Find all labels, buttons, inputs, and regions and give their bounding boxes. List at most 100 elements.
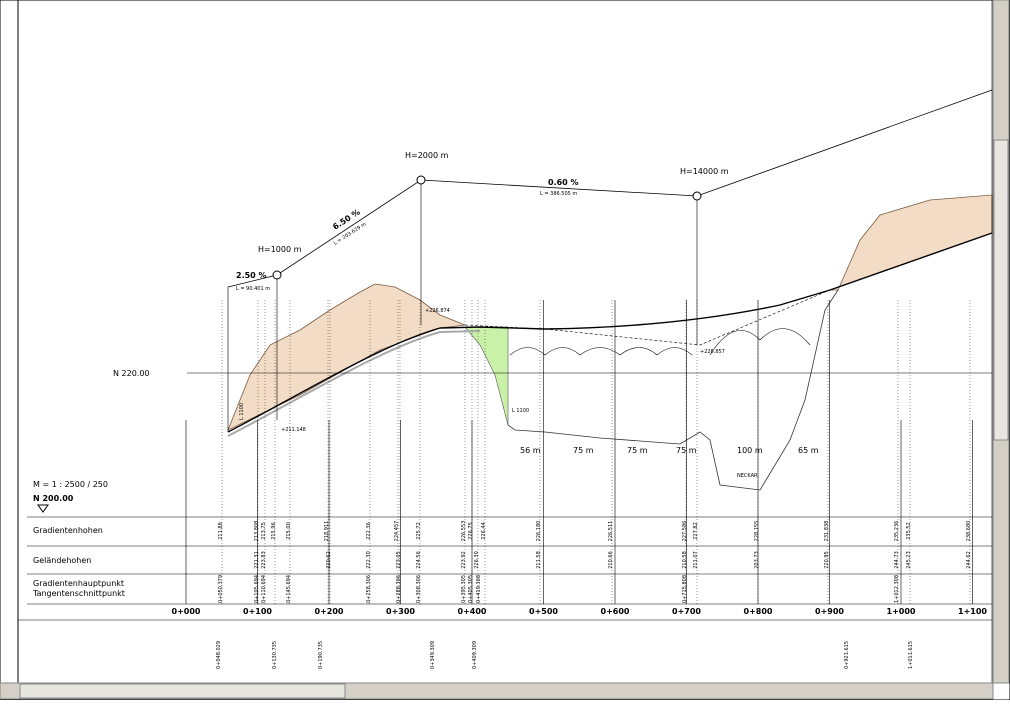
station-label: 1+100 [958,607,987,616]
grade-length: L = 386.505 m [540,191,577,197]
annotation: +211.148 [281,427,306,433]
table-value: 227.82 [693,522,699,540]
table-value: 0+405.305 [468,575,474,603]
span-label: 65 m [798,446,819,455]
table-value: 210.58 [682,551,688,569]
table-value: 223.05 [396,551,402,569]
curve-point [272,270,282,280]
table-value: 213.808 [254,521,260,542]
station-label: 0+500 [529,607,558,616]
annotation: L 1100 [512,408,529,414]
station-label: 0+200 [315,607,344,616]
grade-label: 2.50 % [236,271,267,280]
table-value: 213.75 [261,522,267,540]
table-value: 231.838 [824,521,830,542]
station-label: 1+000 [887,607,916,616]
table-value: 211.07 [693,551,699,569]
table-value: 0+050.379 [218,575,224,603]
table-value: 225.72 [416,522,422,540]
table-value: 215.00 [286,522,292,540]
table-value: 226.180 [536,521,542,542]
datum-marker [37,504,49,513]
curve-point [692,191,702,201]
curve-label: H=14000 m [680,167,729,176]
station-label: 0+800 [744,607,773,616]
datum-label: N 220.00 [113,369,150,378]
table-value: 0+190.735 [318,641,324,669]
table-value: 226.30 [474,551,480,569]
table-value: 0+110.694 [261,575,267,603]
annotation: L 1100 [239,403,245,420]
tangent-dashed [464,289,831,346]
row-label: Gradientenhauptpunkt [33,579,124,588]
table-value: 224.457 [394,521,400,542]
table-value: 0+130.735 [272,641,278,669]
table-grid [18,0,993,683]
station-label: 0+100 [243,607,272,616]
curve-label: H=2000 m [405,151,449,160]
table-value: 235.52 [906,522,912,540]
annotation: +226.874 [425,308,450,314]
table-value: 218.911 [324,521,330,542]
table-value: 211.88 [218,522,224,540]
table-value: 0+921.615 [844,641,850,669]
curve-label: H=1000 m [258,245,302,254]
datum-label: N 200.00 [33,494,74,503]
span-label: 75 m [676,446,697,455]
scale-label: M = 1 : 2500 / 250 [33,480,108,489]
table-value: 215.96 [271,522,277,540]
terrain-line [507,289,839,491]
table-value: 0+048.029 [216,641,222,669]
station-label: 0+300 [386,607,415,616]
table-value: 0+349.309 [430,641,436,669]
table-value: 226.75 [468,522,474,540]
table-value: 211.58 [536,551,542,569]
table-value: 0+409.309 [472,641,478,669]
row-label: Tangentenschnittpunkt [32,589,125,598]
grade-label: 0.60 % [548,178,579,187]
table-value: 0+288.306 [396,575,402,603]
table-value: 220.95 [824,551,830,569]
table-value: 223.92 [461,551,467,569]
station-label: 0+400 [458,607,487,616]
table-value: 244.62 [966,551,972,569]
station-label: 0+700 [672,607,701,616]
river-label: NECKAR [737,473,758,479]
table-value: 228.155 [754,521,760,542]
table-value: 1+011.615 [908,641,914,669]
annotation: +226.857 [700,349,725,355]
span-label: 75 m [627,446,648,455]
table-value: 238.680 [966,521,972,542]
table-value: 210.66 [608,551,614,569]
table-value: 226.511 [608,521,614,542]
table-value: 0+258.306 [366,575,372,603]
row-label: Gradientenhohen [33,526,103,535]
station-label: 0+900 [815,607,844,616]
span-label: 100 m [737,446,763,455]
table-value: 203.73 [754,551,760,569]
curve-drop [227,180,698,432]
table-value: 0+105.694 [254,575,260,603]
table-value: 227.586 [682,521,688,542]
bridge-arches [509,328,811,356]
scroll-thumb[interactable] [19,683,346,699]
table-value: 245.23 [906,551,912,569]
table-value: 224.56 [416,551,422,569]
table-value: 235.236 [894,521,900,542]
table-value: 222.36 [366,522,372,540]
span-label: 56 m [520,446,541,455]
span-label: 75 m [573,446,594,455]
station-label: 0+600 [601,607,630,616]
scroll-thumb[interactable] [993,139,1009,441]
curve-point [416,175,426,185]
grade-length: L = 90.401 m [236,286,270,292]
table-value: 0+395.305 [461,575,467,603]
table-value: 221.31 [254,551,260,569]
table-value: 1+012.308 [894,575,900,603]
table-value: 223.83 [261,551,267,569]
row-label: Geländehohen [33,556,91,565]
table-value: 0+145.694 [286,575,292,603]
table-value: 220.62 [326,551,332,569]
table-value: 244.73 [894,551,900,569]
